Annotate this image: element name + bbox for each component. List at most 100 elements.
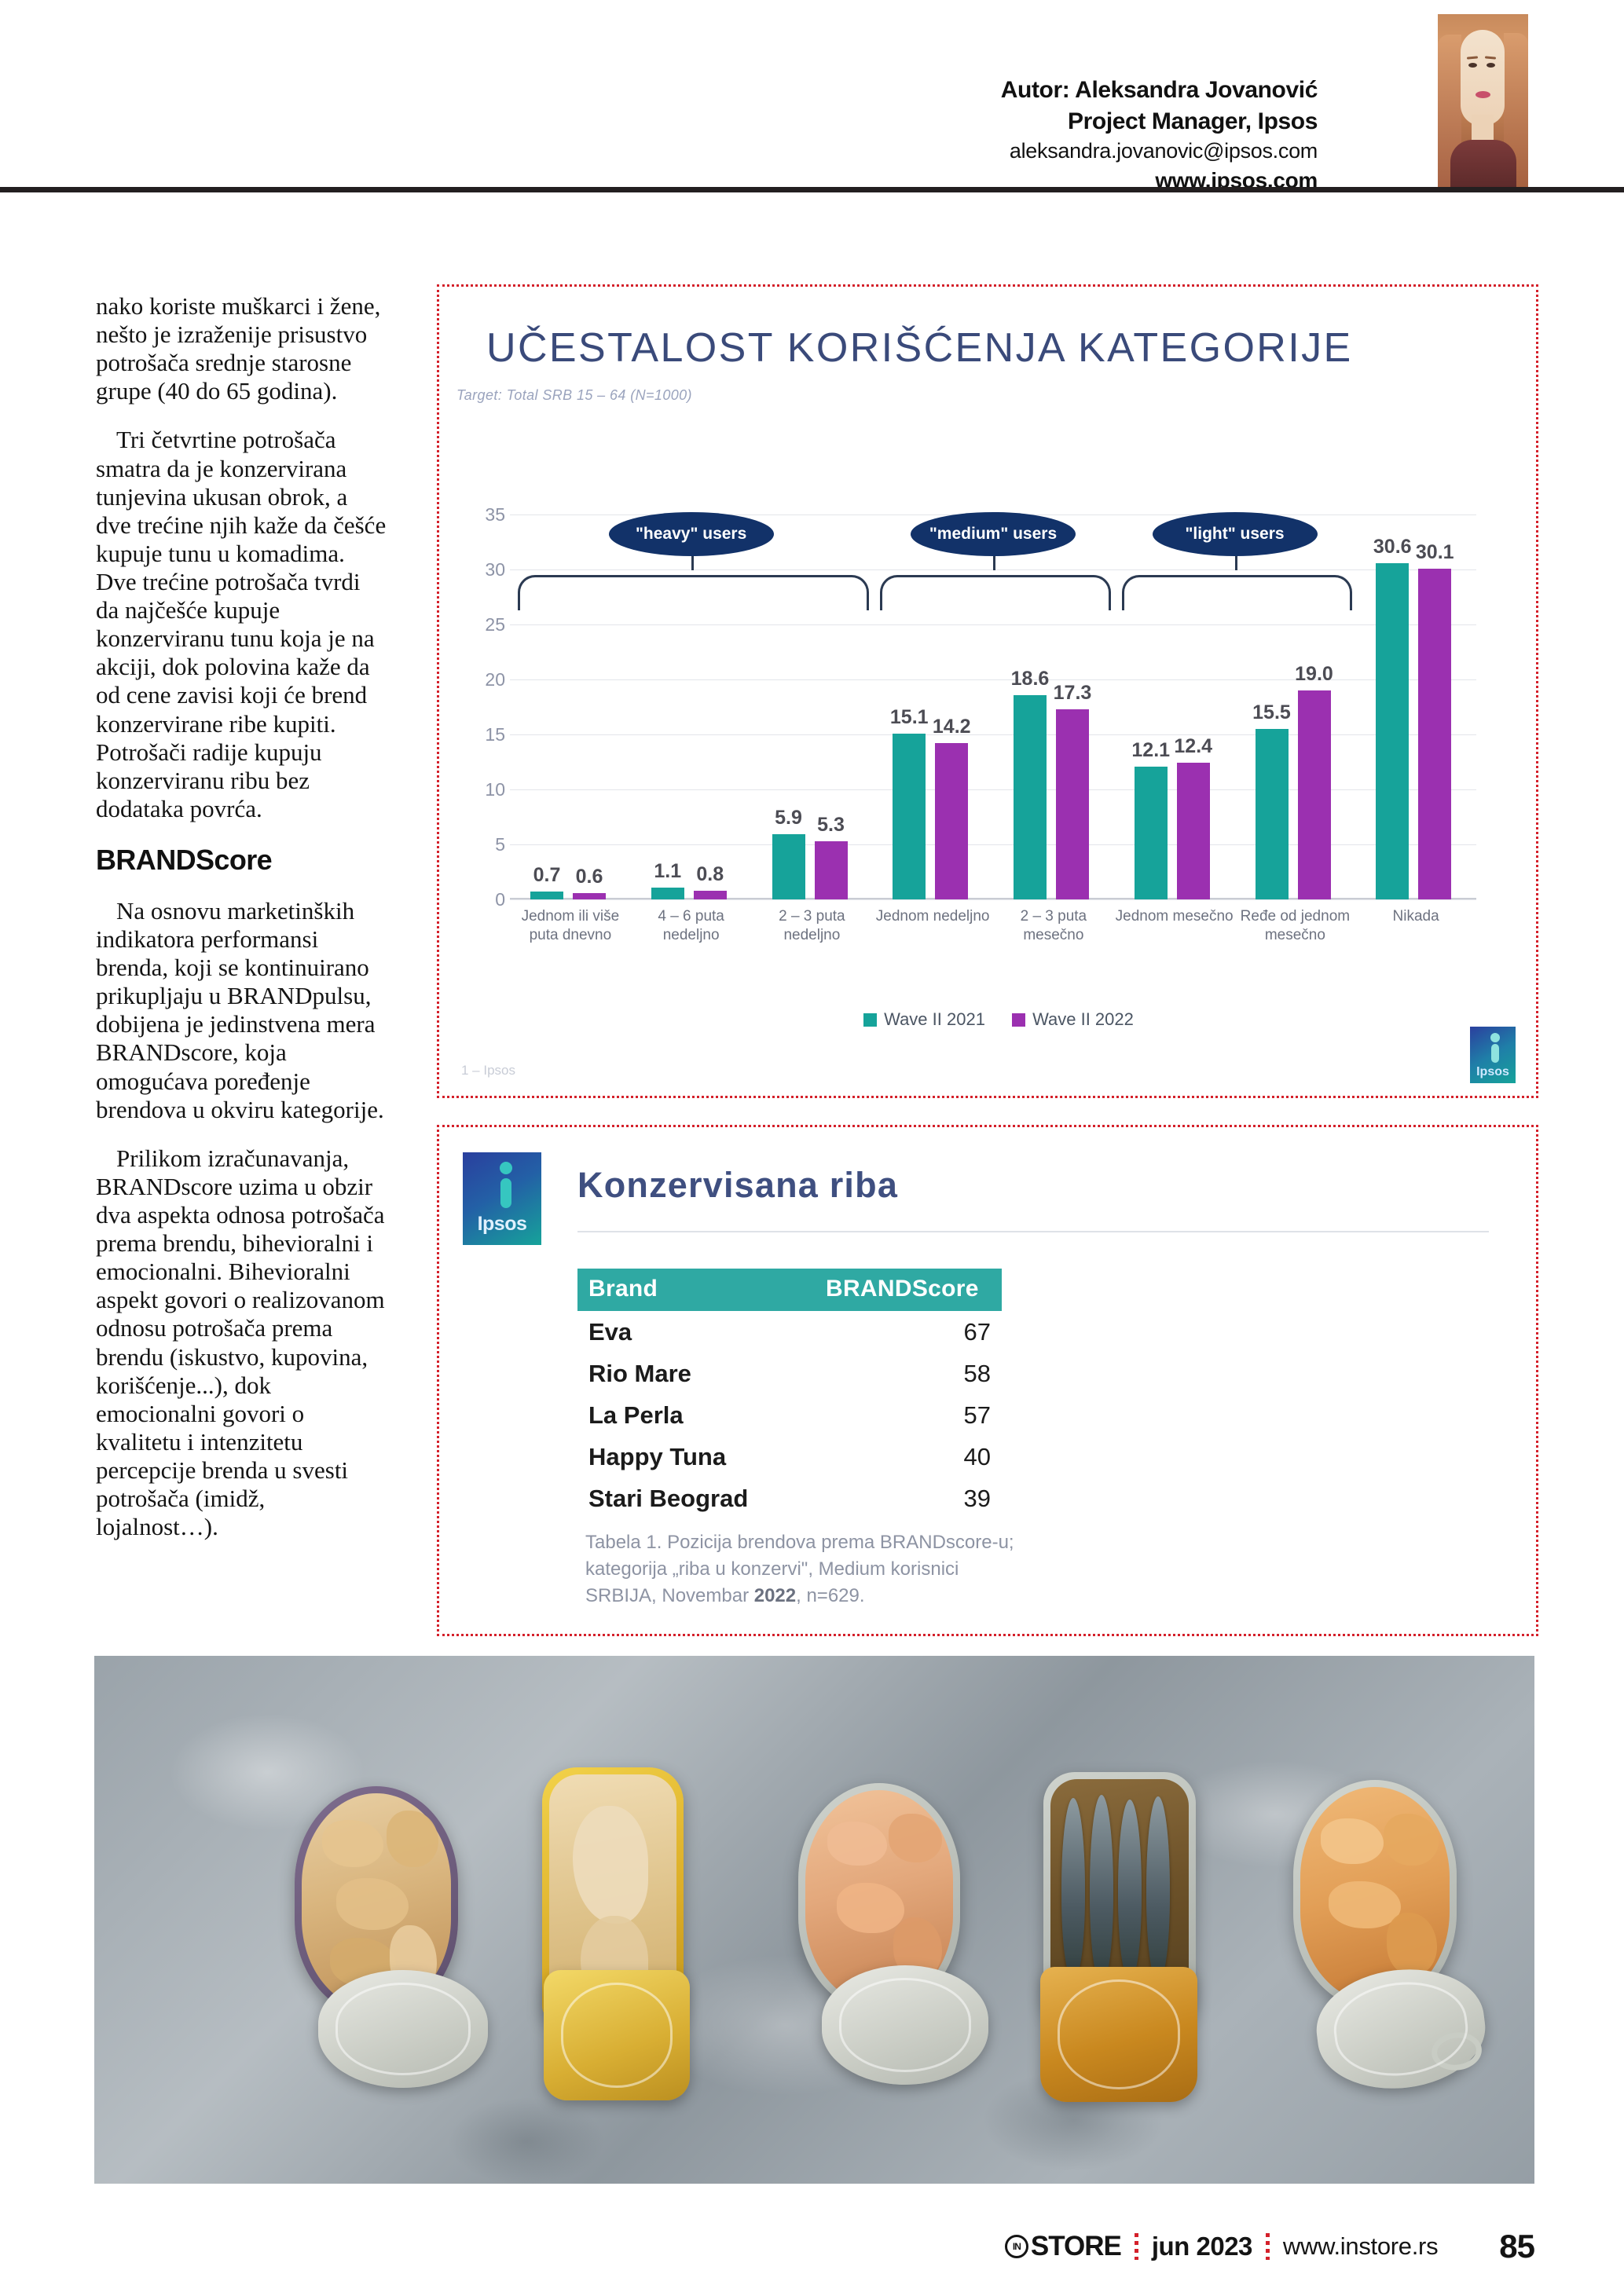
in-circle-icon: IN xyxy=(1004,2235,1028,2258)
bar-value-label: 30.6 xyxy=(1373,535,1412,558)
paragraph-aspects: Prilikom izračunavanja, BRANDscore uzima… xyxy=(96,1144,385,1541)
gridline xyxy=(510,899,1476,900)
bar-value-label: 30.1 xyxy=(1415,540,1454,563)
ipsos-logo-text: Ipsos xyxy=(1476,1065,1509,1078)
cell-brand: Eva xyxy=(588,1318,632,1346)
y-axis-tick: 30 xyxy=(485,559,505,580)
caption-line-2: kategorija „riba u konzervi", Medium kor… xyxy=(585,1558,959,1580)
table-title-divider xyxy=(577,1231,1489,1232)
bar-value-label: 5.9 xyxy=(775,807,802,829)
cell-brand: La Perla xyxy=(588,1401,684,1429)
bar-wave2022 xyxy=(693,890,727,899)
gridline xyxy=(510,624,1476,625)
bar-wave2021 xyxy=(893,733,926,899)
x-axis-label: 2 – 3 puta mesečno xyxy=(1020,908,1087,944)
page-header: Autor: Aleksandra Jovanović Project Mana… xyxy=(0,0,1624,196)
author-role: Project Manager, Ipsos xyxy=(1068,108,1318,134)
header-divider xyxy=(0,187,1624,192)
x-axis-line xyxy=(510,898,1476,899)
x-axis-label: Jednom ili više puta dnevno xyxy=(521,908,620,944)
instore-logo: IN STORE xyxy=(1004,2231,1122,2262)
bar-group: 1.1 0.8 4 – 6 puta nedeljno xyxy=(631,514,752,943)
cell-brand: Rio Mare xyxy=(588,1360,691,1387)
dot-separator-icon xyxy=(1265,2233,1270,2260)
author-portrait xyxy=(1438,14,1528,189)
page-footer: IN STORE jun 2023 www.instore.rs 85 xyxy=(0,2228,1624,2275)
chart-panel: UČESTALOST KORIŠĆENJA KATEGORIJE Target:… xyxy=(437,284,1538,1098)
instore-logo-text: STORE xyxy=(1030,2231,1122,2261)
y-axis-tick: 0 xyxy=(495,889,505,910)
author-block: Autor: Aleksandra Jovanović Project Mana… xyxy=(1001,75,1318,196)
bar-value-label: 0.8 xyxy=(696,862,724,885)
y-axis-tick: 25 xyxy=(485,614,505,635)
bar-value-label: 5.3 xyxy=(817,813,845,836)
bar-value-label: 14.2 xyxy=(932,716,971,738)
bar-wave2021 xyxy=(1376,562,1410,899)
column-header-brandscore: BRANDScore xyxy=(826,1276,979,1302)
bar-wave2021 xyxy=(1014,694,1047,899)
y-axis-tick: 10 xyxy=(485,779,505,800)
section-heading-brandscore: BRANDScore xyxy=(96,843,273,876)
article-column: nako koriste muškarci i žene, nešto je i… xyxy=(96,292,388,1562)
canned-fish-photo xyxy=(94,1656,1534,2184)
chart-title: UČESTALOST KORIŠĆENJA KATEGORIJE xyxy=(486,325,1353,371)
bar-wave2021 xyxy=(530,892,563,899)
cell-brandscore: 57 xyxy=(963,1401,991,1429)
bar-group: 0.7 0.6 Jednom ili više puta dnevno xyxy=(510,514,631,943)
bar-wave2022 xyxy=(935,743,969,899)
bar-wave2022 xyxy=(1418,568,1452,899)
table-row: Rio Mare 58 xyxy=(577,1353,1002,1394)
cell-brandscore: 40 xyxy=(963,1443,991,1470)
brace-stem xyxy=(691,553,694,570)
bar-group: 15.5 19.0 Ređe od jednom mesečno xyxy=(1235,514,1356,943)
bar-wave2021 xyxy=(1134,766,1168,899)
legend-label-wave2022: Wave II 2022 xyxy=(1032,1009,1134,1029)
caption-line-3c: , n=629. xyxy=(796,1585,865,1607)
cell-brandscore: 67 xyxy=(963,1318,991,1346)
caption-line-1: Tabela 1. Pozicija brendova prema BRANDs… xyxy=(585,1532,1014,1553)
brace-bracket xyxy=(518,575,870,610)
bar-value-label: 15.5 xyxy=(1252,701,1291,723)
table-row: Eva 67 xyxy=(577,1311,1002,1353)
gridline xyxy=(510,679,1476,680)
bar-value-label: 12.1 xyxy=(1131,738,1171,761)
bar-value-label: 1.1 xyxy=(654,859,682,882)
x-axis-label: Ređe od jednom mesečno xyxy=(1240,908,1351,944)
bar-wave2021 xyxy=(1255,729,1289,899)
brace-stem xyxy=(993,553,995,570)
brandscore-table-panel: Ipsos Konzervisana riba Brand BRANDScore… xyxy=(437,1125,1538,1636)
plot-area: 0 5 10 15 20 25 30 35 0.7 0.6 Jednom ili više puta… xyxy=(485,504,1476,943)
chart-footnote: 1 – Ipsos xyxy=(461,1063,515,1078)
gridline xyxy=(510,734,1476,735)
can-tuna-chunks xyxy=(240,1742,507,2119)
paragraph-brandpulse: Na osnovu marketinških indikatora perfor… xyxy=(96,896,384,1123)
legend-label-wave2021: Wave II 2021 xyxy=(884,1009,985,1029)
callout-mediumusers: "medium" users xyxy=(911,512,1076,557)
chart-subtitle: Target: Total SRB 15 – 64 (N=1000) xyxy=(456,387,692,403)
ipsos-logo-text: Ipsos xyxy=(477,1213,527,1235)
cell-brand: Happy Tuna xyxy=(588,1443,727,1470)
table-row: La Perla 57 xyxy=(577,1394,1002,1436)
x-axis-label: 2 – 3 puta nedeljno xyxy=(779,908,845,944)
bar-wave2022 xyxy=(1297,690,1331,899)
legend-swatch-wave2021 xyxy=(863,1013,878,1027)
author-name: Autor: Aleksandra Jovanović xyxy=(1000,77,1318,103)
bar-group: 30.6 30.1 Nikada xyxy=(1355,514,1476,925)
callout-heavyusers: "heavy" users xyxy=(608,512,774,557)
bar-group: 12.1 12.4 Jednom mesečno xyxy=(1114,514,1235,925)
table-title: Konzervisana riba xyxy=(577,1165,899,1205)
can-fish-in-sauce xyxy=(1241,1741,1516,2126)
bar-wave2022 xyxy=(814,840,848,899)
bar-wave2022 xyxy=(1056,709,1089,899)
y-axis-tick: 35 xyxy=(485,504,505,525)
x-axis-label: Jednom mesečno xyxy=(1115,908,1234,925)
can-sardines-dark xyxy=(998,1734,1257,2127)
x-axis-label: Nikada xyxy=(1392,908,1439,925)
legend-swatch-wave2022 xyxy=(1012,1013,1026,1027)
brace-bracket xyxy=(1121,575,1353,610)
x-axis-label: Jednom nedeljno xyxy=(875,908,990,925)
cell-brandscore: 39 xyxy=(963,1485,991,1512)
caption-line-3a: SRBIJA, Novembar xyxy=(585,1585,754,1607)
paragraph-continued: nako koriste muškarci i žene, nešto je i… xyxy=(96,292,381,405)
bar-wave2022 xyxy=(573,892,606,899)
